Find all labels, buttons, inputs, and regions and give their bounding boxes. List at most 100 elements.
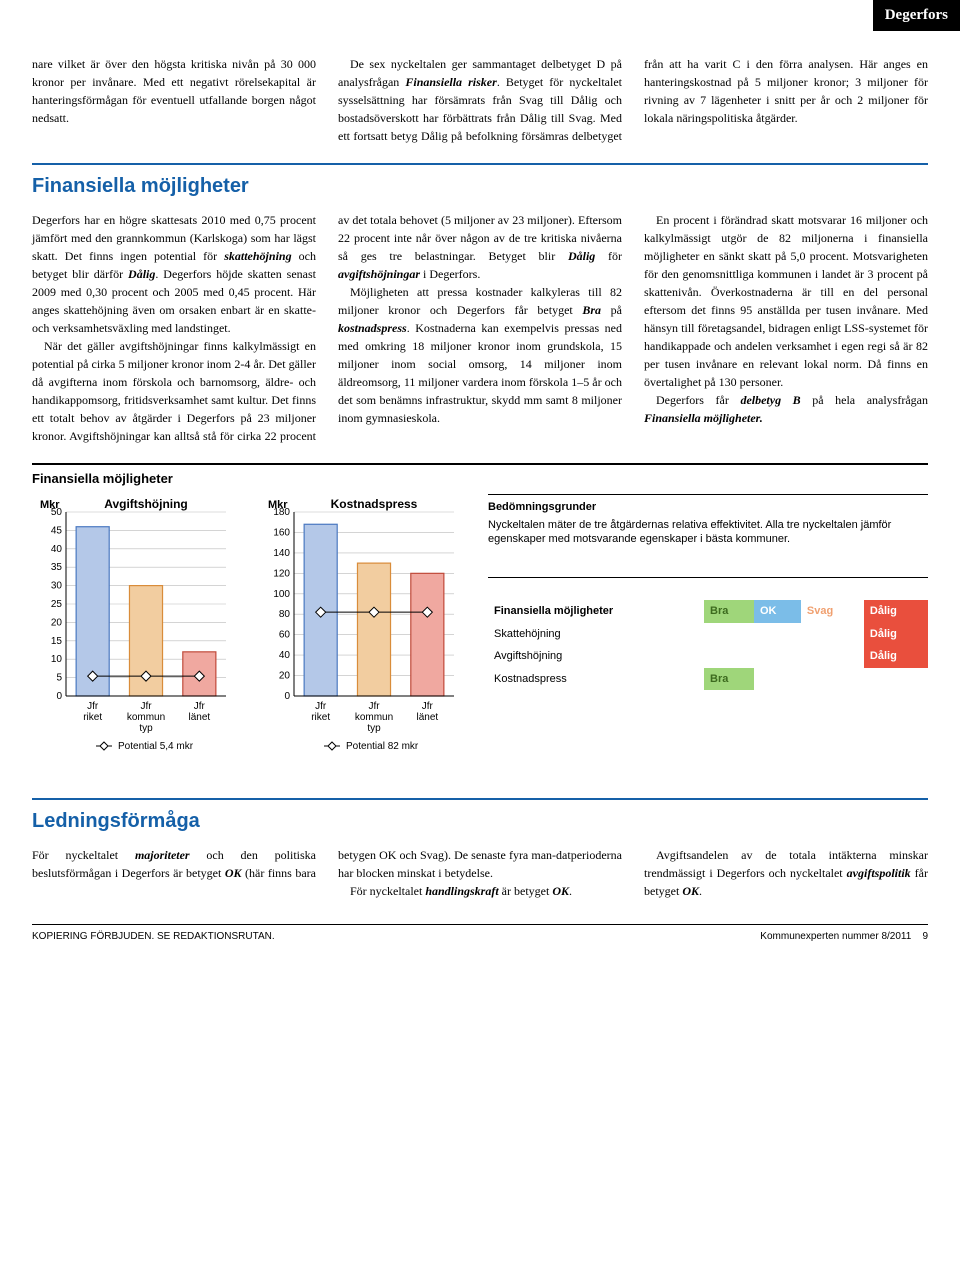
l-c1a: För nyckeltalet: [32, 848, 135, 862]
svg-text:0: 0: [56, 691, 62, 702]
svg-text:45: 45: [51, 525, 63, 536]
svg-text:Jfr: Jfr: [194, 701, 206, 712]
grade-cell-empty: [704, 645, 754, 668]
f-p6b: på hela analysfrågan: [801, 393, 928, 407]
grade-cell-empty: [801, 645, 864, 668]
svg-text:kommun: kommun: [355, 712, 393, 723]
f-p3b: för: [595, 249, 622, 263]
f-p6a: Degerfors får: [656, 393, 740, 407]
svg-text:typ: typ: [367, 723, 381, 734]
grade-h-dalig: Dålig: [864, 600, 928, 623]
assess-text: Nyckeltalen mäter de tre åtgärdernas rel…: [488, 518, 928, 548]
svg-text:30: 30: [51, 581, 63, 592]
l-c1ok: OK: [225, 866, 242, 880]
f-p1sk: skattehöjning: [224, 249, 291, 263]
grade-cell-empty: [864, 668, 928, 691]
l-c2ok: OK: [552, 884, 569, 898]
l-c3ok: OK: [682, 884, 699, 898]
f-p1d: Dålig: [128, 267, 155, 281]
svg-text:Kostnadspress: Kostnadspress: [331, 497, 418, 511]
svg-text:0: 0: [284, 691, 290, 702]
grade-h-ok: OK: [754, 600, 801, 623]
grade-cell: Dålig: [864, 623, 928, 646]
grade-row-label: Skattehöjning: [488, 623, 704, 646]
svg-text:Jfr: Jfr: [368, 701, 380, 712]
f-p5: En procent i förändrad skatt motsvarar 1…: [644, 213, 928, 389]
grade-cell-empty: [704, 623, 754, 646]
svg-text:40: 40: [51, 544, 63, 555]
svg-text:Jfr: Jfr: [315, 701, 327, 712]
assessment-panel: Bedömningsgrunder Nyckeltalen mäter de t…: [488, 494, 928, 690]
grade-cell-empty: [754, 645, 801, 668]
svg-text:140: 140: [273, 548, 290, 559]
grade-cell-empty: [754, 623, 801, 646]
grade-cell: Bra: [704, 668, 754, 691]
f-p3d: Dålig: [568, 249, 595, 263]
grade-cell-empty: [801, 668, 864, 691]
svg-text:10: 10: [51, 654, 63, 665]
chart-avgiftshojning: MkrAvgiftshöjning05101520253035404550Jfr…: [32, 494, 242, 774]
f-p4a: Möjligheten att pressa kostnader kalkyle…: [338, 285, 622, 317]
svg-text:20: 20: [279, 671, 291, 682]
grade-title: Finansiella möjligheter: [488, 600, 704, 623]
grade-cell-empty: [801, 623, 864, 646]
page-footer: KOPIERING FÖRBJUDEN. SE REDAKTIONSRUTAN.…: [32, 924, 928, 944]
chart-kostnadspress: MkrKostnadspress020406080100120140160180…: [260, 494, 470, 774]
svg-text:länet: länet: [416, 712, 438, 723]
l-c2b: För nyckeltalet: [350, 884, 425, 898]
svg-text:35: 35: [51, 562, 63, 573]
intro-c1b: De sex nyckeltalen ger sammantaget: [350, 57, 536, 71]
f-p4c: . Kostnaderna kan exempelvis pressas ned…: [338, 321, 622, 425]
svg-text:25: 25: [51, 599, 63, 610]
f-p3c: i Degerfors.: [420, 267, 480, 281]
l-c2d: .: [569, 884, 572, 898]
footer-page-num: 9: [922, 931, 928, 942]
grade-h-bra: Bra: [704, 600, 754, 623]
header-municipality: Degerfors: [873, 0, 960, 31]
svg-text:Jfr: Jfr: [140, 701, 152, 712]
section-title-ledning: Ledningsförmåga: [32, 798, 928, 836]
svg-text:80: 80: [279, 609, 291, 620]
svg-text:kommun: kommun: [127, 712, 165, 723]
svg-text:5: 5: [56, 673, 62, 684]
assess-title: Bedömningsgrunder: [488, 499, 928, 516]
svg-text:15: 15: [51, 636, 63, 647]
svg-text:40: 40: [279, 650, 291, 661]
svg-text:riket: riket: [311, 712, 330, 723]
grade-h-svag: Svag: [801, 600, 864, 623]
grade-row-label: Kostnadspress: [488, 668, 704, 691]
grade-row-label: Avgiftshöjning: [488, 645, 704, 668]
intro-c2b: Finansiella risker: [405, 75, 496, 89]
svg-text:100: 100: [273, 589, 290, 600]
footer-left: KOPIERING FÖRBJUDEN. SE REDAKTIONSRUTAN.: [32, 929, 275, 944]
l-c3c: .: [699, 884, 702, 898]
grade-cell-empty: [754, 668, 801, 691]
f-p4bra: Bra: [582, 303, 601, 317]
l-c1m: majoriteter: [135, 848, 190, 862]
section-title-finans: Finansiella möjligheter: [32, 163, 928, 201]
svg-text:riket: riket: [83, 712, 102, 723]
svg-text:50: 50: [51, 507, 63, 518]
intro-text: nare vilket är över den högsta kritiska …: [32, 55, 928, 145]
grade-cell: Dålig: [864, 645, 928, 668]
svg-text:typ: typ: [139, 723, 153, 734]
svg-text:20: 20: [51, 617, 63, 628]
svg-text:Jfr: Jfr: [422, 701, 434, 712]
f-p3ah: avgiftshöjningar: [338, 267, 420, 281]
svg-text:Potential 5,4 mkr: Potential 5,4 mkr: [118, 741, 194, 752]
grade-table: Finansiella möjligheter Bra OK Svag Dåli…: [488, 600, 928, 690]
svg-text:Avgiftshöjning: Avgiftshöjning: [104, 497, 188, 511]
svg-text:180: 180: [273, 507, 290, 518]
intro-c1: nare vilket är över den högsta kritiska …: [32, 57, 316, 125]
f-p6fm: Finansiella möjligheter.: [644, 411, 763, 425]
svg-text:länet: länet: [188, 712, 210, 723]
svg-text:160: 160: [273, 527, 290, 538]
chart-row: MkrAvgiftshöjning05101520253035404550Jfr…: [32, 494, 928, 774]
chart-block-title: Finansiella möjligheter: [32, 463, 928, 489]
svg-text:Potential 82 mkr: Potential 82 mkr: [346, 741, 419, 752]
svg-text:60: 60: [279, 630, 291, 641]
l-c2hk: handlingskraft: [425, 884, 498, 898]
ledning-text: För nyckeltalet majoriteter och den poli…: [32, 846, 928, 900]
svg-text:Jfr: Jfr: [87, 701, 99, 712]
f-p4kp: kostnadspress: [338, 321, 407, 335]
